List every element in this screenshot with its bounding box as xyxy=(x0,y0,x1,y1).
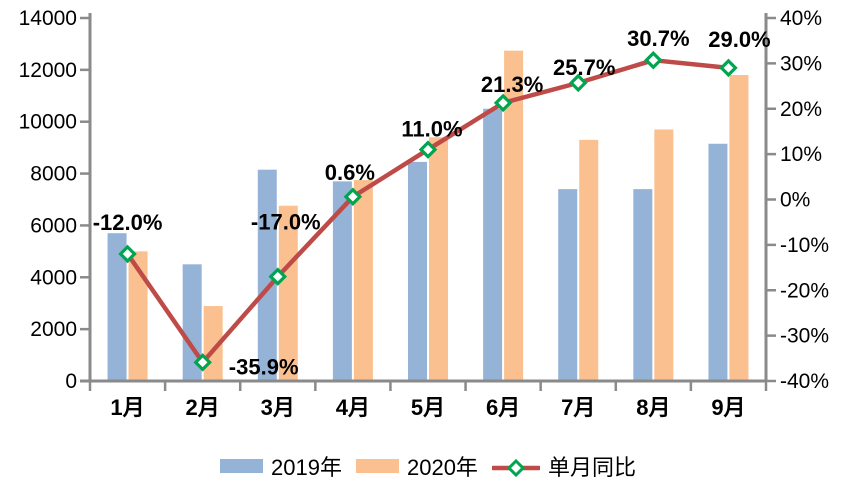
bar-2020年-3月 xyxy=(278,205,298,381)
yoy-marker-diamond-icon-3月 xyxy=(268,267,288,286)
x-axis-category-label: 2月 xyxy=(186,395,220,420)
yoy-data-label: 30.7% xyxy=(627,26,689,51)
bar-2020年-6月 xyxy=(504,50,524,382)
left-axis-tick-label: 12000 xyxy=(19,59,77,82)
legend-label-2019: 2019年 xyxy=(271,455,342,480)
yoy-marker-diamond-icon-1月 xyxy=(118,244,137,264)
yoy-marker-diamond-icon-2月 xyxy=(193,353,212,372)
bar-2020年-1月 xyxy=(128,251,148,381)
yoy-marker-diamond-icon-6月 xyxy=(493,93,513,113)
yoy-marker-diamond-icon-8月 xyxy=(644,50,663,70)
legend-swatch-2020-bar xyxy=(355,459,399,473)
yoy-data-label: -35.9% xyxy=(229,354,299,379)
legend-line-diamond-glyph xyxy=(490,458,542,478)
yoy-data-label: -12.0% xyxy=(93,210,163,235)
legend-swatch-2019-bar xyxy=(220,459,264,473)
right-axis-tick-label: 10% xyxy=(780,143,822,166)
right-axis-tick-label: 0% xyxy=(780,189,810,212)
bar-2019年-8月 xyxy=(633,189,653,381)
x-axis-category-label: 6月 xyxy=(486,395,520,420)
right-axis-tick-label: -40% xyxy=(780,370,829,393)
x-axis-category-label: 9月 xyxy=(711,395,745,420)
right-axis-tick-label: -30% xyxy=(780,325,829,348)
bar-2019年-4月 xyxy=(332,181,352,381)
x-axis-category-label: 3月 xyxy=(261,395,295,420)
bar-2020年-8月 xyxy=(654,129,674,381)
right-axis-tick-label: 20% xyxy=(780,98,822,121)
right-axis-tick-label: 40% xyxy=(780,7,822,30)
yoy-data-label: 29.0% xyxy=(708,27,770,52)
bar-2019年-1月 xyxy=(107,233,127,381)
yoy-data-label: 25.7% xyxy=(553,55,615,80)
bar-2020年-5月 xyxy=(429,137,448,381)
left-axis-tick-label: 8000 xyxy=(30,163,77,186)
bar-2020年-9月 xyxy=(729,75,749,382)
x-axis-category-label: 1月 xyxy=(110,395,144,420)
legend-item-2020: 2020年 xyxy=(355,450,478,482)
chart-plot-area: 0 2000 4000 6000 8000 10000 12000 14000 -40% -30%… xyxy=(19,7,829,420)
yoy-marker-diamond-icon-9月 xyxy=(719,58,738,78)
bar-2019年-3月 xyxy=(257,169,277,381)
left-axis-tick-label: 6000 xyxy=(30,214,77,237)
legend-item-2019: 2019年 xyxy=(220,450,342,482)
yoy-data-label: 11.0% xyxy=(401,117,462,142)
bar-2020年-4月 xyxy=(353,180,373,381)
left-axis-tick-label: 14000 xyxy=(19,7,77,30)
left-axis-tick-label: 0 xyxy=(65,370,77,393)
legend-label-yoy: 单月同比 xyxy=(547,455,636,480)
yoy-data-label: 0.6% xyxy=(325,160,375,185)
right-axis-tick-label: 30% xyxy=(780,52,822,75)
left-axis-tick-label: 4000 xyxy=(30,266,77,289)
bar-2019年-9月 xyxy=(708,143,728,381)
x-axis-category-label: 4月 xyxy=(336,395,370,420)
bar-2020年-7月 xyxy=(579,139,599,381)
legend-diamond-marker xyxy=(506,458,526,478)
bar-2019年-7月 xyxy=(558,189,578,381)
yoy-marker-diamond-icon-7月 xyxy=(568,73,588,93)
bar-2019年-6月 xyxy=(483,108,503,381)
left-axis-tick-label: 10000 xyxy=(19,111,77,134)
yoy-data-label: 21.3% xyxy=(481,72,543,97)
right-axis-tick-label: -10% xyxy=(780,234,829,257)
yoy-data-label: -17.0% xyxy=(251,210,321,235)
legend-label-2020: 2020年 xyxy=(406,455,478,480)
bar-2019年-5月 xyxy=(408,161,427,381)
yoy-marker-diamond-icon-5月 xyxy=(418,140,438,159)
x-axis-category-label: 7月 xyxy=(561,395,595,420)
legend-item-yoy: 单月同比 xyxy=(490,450,636,482)
x-axis-category-label: 8月 xyxy=(636,395,670,420)
chart-legend: 2019年 2020年 单月同比 xyxy=(0,448,856,484)
legend-swatch-yoy-line-diamond-icon xyxy=(490,457,542,478)
left-axis-tick-label: 2000 xyxy=(30,318,77,341)
yoy-marker-diamond-icon-4月 xyxy=(343,187,363,207)
right-axis-tick-label: -20% xyxy=(780,279,829,302)
x-axis-category-label: 5月 xyxy=(411,395,445,420)
